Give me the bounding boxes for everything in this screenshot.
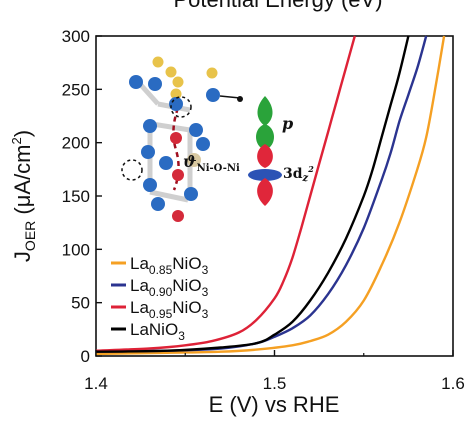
vacancy-circle-upper (170, 96, 192, 118)
series-line-la085 (95, 35, 446, 356)
series-line-lanio3 (95, 35, 410, 353)
y-tick-label-0: 0 (81, 347, 90, 366)
inset-illustration: ϑNi-O-Ni p 3dz2 (121, 56, 314, 222)
y-tick-label-4: 200 (62, 134, 90, 153)
ni-o-ni-dashed-bond (172, 107, 180, 191)
y-tick-label-5: 250 (62, 80, 90, 99)
y-tick-label-1: 50 (71, 294, 90, 313)
yellow-atoms (152, 56, 218, 100)
series-line-la095 (95, 35, 356, 352)
blue-atoms (129, 75, 220, 211)
y-axis-ticks: 0 50 100 150 200 250 300 (62, 27, 102, 366)
y-tick-label-2: 100 (62, 240, 90, 259)
x-tick-label-0: 1.4 (84, 374, 108, 393)
y-tick-label-3: 150 (62, 187, 90, 206)
y-axis-label: JOER (μA/cm2) (9, 130, 38, 262)
x-tick-label-2: 1.6 (441, 374, 465, 393)
legend-label-la085: La0.85NiO3 (130, 254, 209, 277)
x-axis-ticks: 1.4 1.5 1.6 (84, 350, 465, 393)
data-curves (95, 35, 446, 356)
legend-label-la095: La0.95NiO3 (130, 298, 209, 321)
legend-label-la090: La0.90NiO3 (130, 276, 209, 299)
vacancy-circle-lower (121, 159, 143, 181)
y-tick-label-6: 300 (62, 27, 90, 46)
tan-atom (187, 153, 201, 167)
chart-title-fragment: Potential Energy (eV) (173, 0, 382, 12)
x-axis-label: E (V) vs RHE (209, 392, 340, 417)
p-orbital (256, 96, 274, 150)
dz2-orbital (248, 144, 282, 206)
red-atoms (170, 132, 184, 222)
legend-label-lanio3: LaNiO3 (130, 320, 185, 343)
dz2-orbital-label: 3dz2 (283, 164, 314, 184)
small-black-atom (237, 96, 243, 102)
theta-label: ϑNi-O-Ni (183, 152, 240, 174)
p-orbital-label: p (282, 114, 293, 133)
x-tick-label-1: 1.5 (263, 374, 287, 393)
